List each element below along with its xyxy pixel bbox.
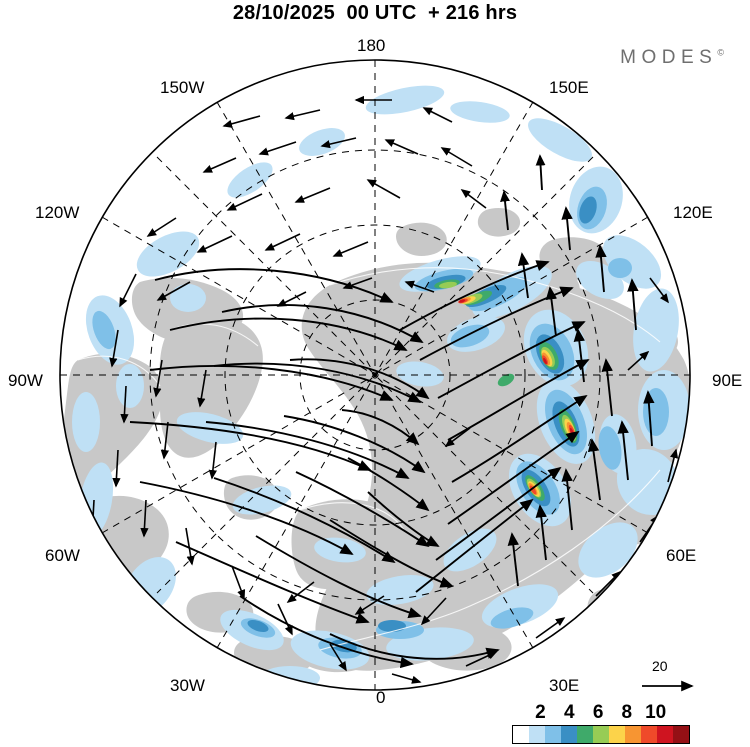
meridian-lines: [60, 60, 690, 690]
longitude-label-120W: 120W: [35, 203, 80, 222]
colorbar-tick-2: 2: [535, 702, 546, 723]
longitude-label-120E: 120E: [673, 203, 713, 222]
colorbar-swatch-8: [641, 726, 657, 743]
colorbar-tick-4: 4: [564, 702, 575, 723]
wind-scale-legend: 20: [640, 658, 730, 700]
colorbar-swatch-1: [529, 726, 545, 743]
longitude-label-60W: 60W: [45, 546, 80, 565]
polar-map: [0, 30, 750, 710]
colorbar-swatch-5: [593, 726, 609, 743]
colorbar-swatch-3: [561, 726, 577, 743]
precip-deepred-layer: [458, 299, 575, 437]
wind-scale-arrow-icon: [642, 680, 694, 692]
longitude-label-0: 0: [376, 688, 386, 707]
longitude-label-30W: 30W: [170, 676, 205, 695]
longitude-label-150W: 150W: [160, 78, 205, 97]
copyright-icon: ©: [717, 47, 724, 58]
wind-vector-layer: [129, 154, 655, 669]
longitude-label-30E: 30E: [549, 676, 580, 695]
map-outer-boundary: [59, 59, 691, 691]
colorbar-swatch-0: [513, 726, 529, 743]
modes-logo: MODES©: [620, 47, 724, 69]
colorbar-swatch-7: [625, 726, 641, 743]
colorbar-swatch-2: [545, 726, 561, 743]
colorbar-tick-10: 10: [645, 702, 667, 723]
modes-logo-text: MODES: [620, 47, 718, 68]
longitude-label-150E: 150E: [549, 78, 589, 97]
page-title: 28/10/2025 00 UTC + 216 hrs: [232, 2, 518, 24]
colorbar-ticks: 2 4 6 8 10: [512, 702, 690, 724]
colorbar-tick-6: 6: [592, 702, 604, 723]
colorbar: [512, 725, 690, 744]
longitude-label-180: 180: [357, 36, 386, 55]
colorbar-swatch-4: [577, 726, 593, 743]
colorbar-swatch-10: [673, 726, 689, 743]
wind-scale-value: 20: [652, 658, 668, 674]
longitude-label-90E: 90E: [712, 371, 743, 390]
colorbar-tick-8: 8: [621, 702, 633, 723]
map-canvas: [59, 59, 691, 691]
colorbar-swatch-6: [609, 726, 625, 743]
colorbar-swatch-9: [657, 726, 673, 743]
map-contents: [60, 60, 690, 690]
longitude-label-90W: 90W: [8, 371, 43, 390]
longitude-label-60E: 60E: [666, 546, 697, 565]
